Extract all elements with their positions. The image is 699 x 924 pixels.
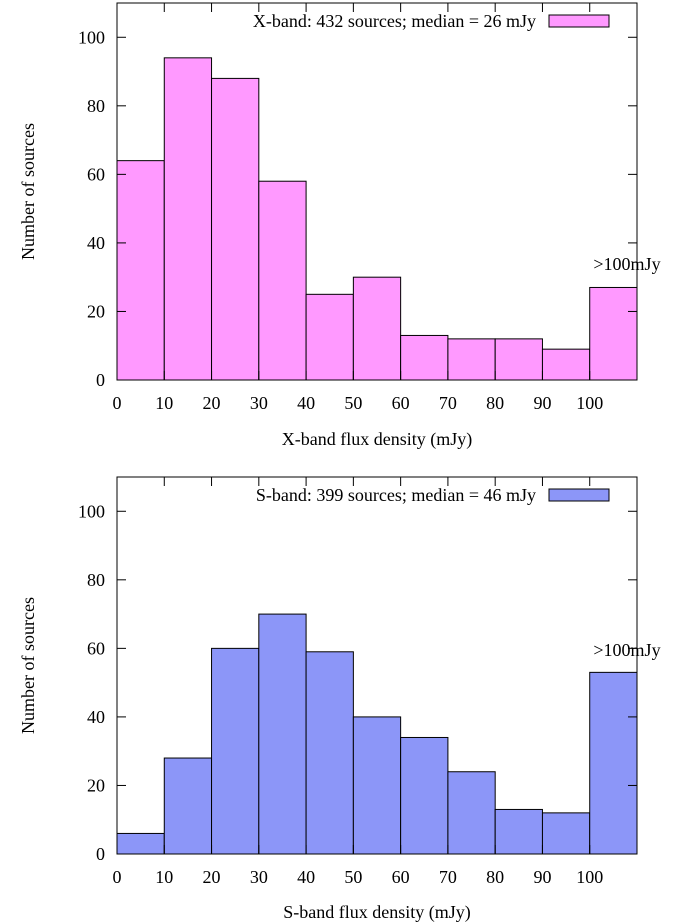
x-tick-label: 10 (155, 393, 173, 413)
legend-swatch (548, 488, 610, 502)
histogram-bar (211, 647, 260, 855)
histogram-bar (494, 338, 543, 381)
x-tick-label: 90 (533, 867, 551, 887)
x-tick-label: 40 (297, 867, 315, 887)
x-tick-label: 100 (576, 867, 603, 887)
legend-label: S-band: 399 sources; median = 46 mJy (256, 485, 536, 505)
histogram-bar (589, 286, 638, 381)
histogram-bar (400, 736, 449, 855)
histogram-bar (541, 348, 591, 381)
histogram-bar (494, 808, 543, 855)
y-axis-title: Number of sources (18, 123, 38, 260)
histogram-bar (447, 771, 496, 855)
y-tick-label: 0 (96, 844, 105, 864)
y-tick-label: 100 (78, 501, 105, 521)
histogram-bar (211, 77, 260, 381)
y-tick-label: 100 (78, 27, 105, 47)
histogram-bar (258, 613, 307, 855)
x-tick-label: 40 (297, 393, 315, 413)
histogram-bar (589, 671, 638, 855)
legend-label: X-band: 432 sources; median = 26 mJy (253, 11, 536, 31)
y-tick-label: 40 (87, 233, 105, 253)
panel-x-band: 0 20 40 60 80 100 0 10 20 30 40 50 60 70 80 90 100 X-band… (18, 2, 661, 450)
legend-swatch (548, 14, 610, 28)
x-tick-label: 80 (486, 867, 504, 887)
x-tick-label: 100 (576, 393, 603, 413)
plot-frame (116, 2, 638, 381)
x-tick-label: 30 (250, 867, 268, 887)
x-tick-label: 70 (439, 867, 457, 887)
x-tick-label: 20 (203, 393, 221, 413)
overflow-annotation: >100mJy (593, 640, 660, 660)
x-tick-label: 20 (203, 867, 221, 887)
x-tick-label: 10 (155, 867, 173, 887)
x-tick-label: 60 (392, 393, 410, 413)
x-axis-title: X-band flux density (mJy) (282, 429, 472, 450)
histogram-bar (400, 334, 449, 381)
overflow-annotation: >100mJy (593, 254, 660, 274)
histogram-bar (116, 832, 165, 855)
histogram-bar (352, 276, 402, 381)
y-tick-label: 80 (87, 96, 105, 116)
panel-s-band: 0 20 40 60 80 100 0 10 20 30 40 50 60 70 80 90 100 S-band… (18, 476, 661, 923)
y-axis-title: Number of sources (18, 597, 38, 734)
x-tick-label: 0 (113, 393, 122, 413)
x-axis-title: S-band flux density (mJy) (283, 902, 470, 923)
y-tick-label: 20 (87, 775, 105, 795)
histogram-bar (163, 57, 213, 381)
x-tick-label: 50 (344, 867, 362, 887)
histogram-bar (541, 812, 591, 855)
histogram-bar (447, 338, 496, 381)
histogram-bar (352, 716, 402, 855)
histogram-bar (305, 651, 354, 855)
y-tick-label: 40 (87, 707, 105, 727)
histogram-bar (258, 180, 307, 381)
y-tick-label: 80 (87, 570, 105, 590)
y-tick-label: 60 (87, 638, 105, 658)
x-tick-label: 90 (533, 393, 551, 413)
histogram-bar (305, 293, 354, 381)
plot-frame (116, 476, 638, 855)
y-tick-label: 60 (87, 164, 105, 184)
x-tick-label: 0 (113, 867, 122, 887)
histogram-bar (163, 757, 213, 855)
x-tick-label: 60 (392, 867, 410, 887)
y-tick-label: 20 (87, 301, 105, 321)
x-tick-label: 50 (344, 393, 362, 413)
x-tick-label: 70 (439, 393, 457, 413)
histogram-bar (116, 160, 165, 381)
y-tick-label: 0 (96, 370, 105, 390)
x-tick-label: 80 (486, 393, 504, 413)
x-tick-label: 30 (250, 393, 268, 413)
